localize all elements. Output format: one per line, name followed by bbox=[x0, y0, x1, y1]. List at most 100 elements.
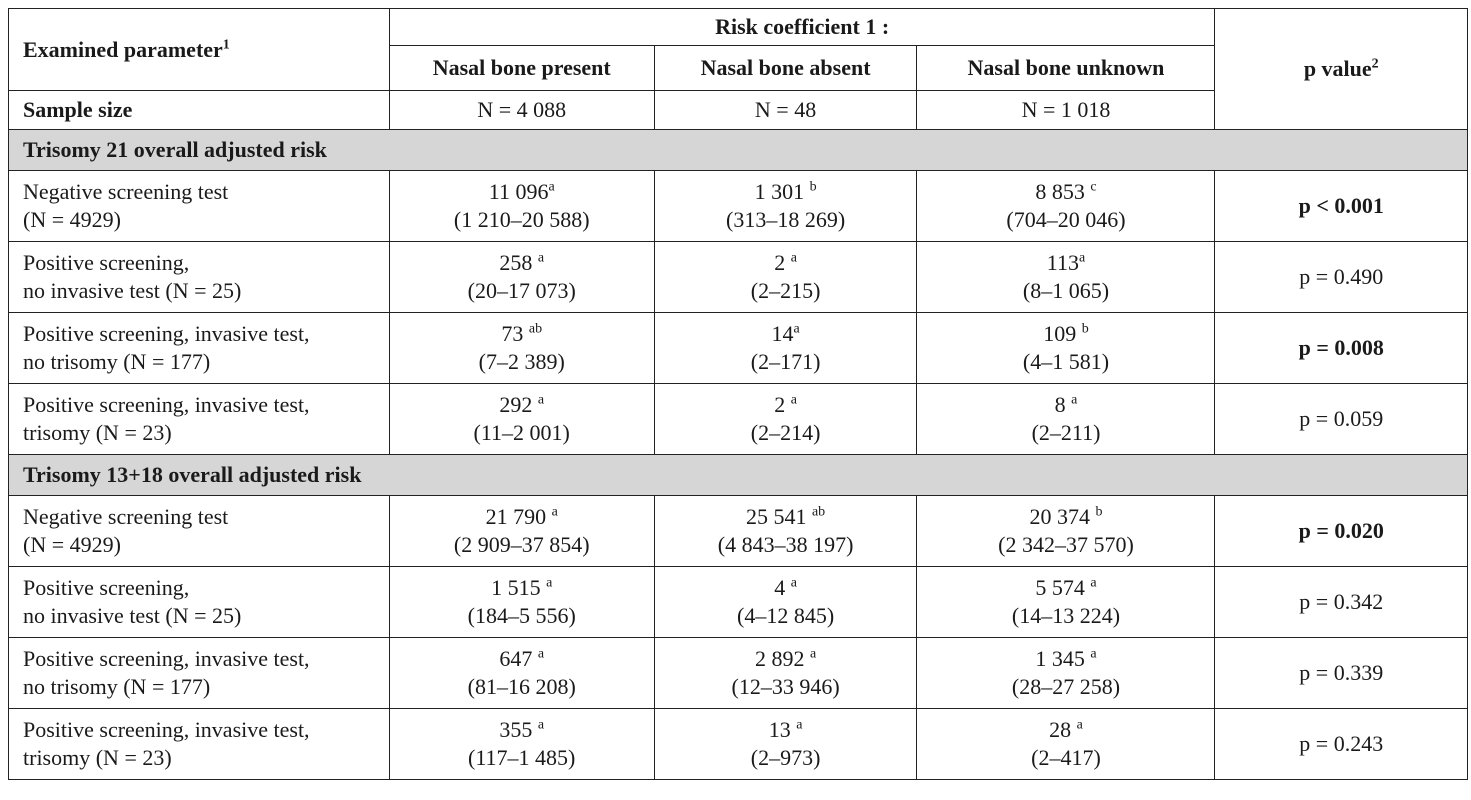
nasal-bone-unknown-cell: 5 574 a (14–13 224) bbox=[916, 566, 1216, 638]
significance-letter: a bbox=[551, 504, 558, 520]
risk-value: 2 a bbox=[774, 250, 797, 275]
risk-range: (2 909–37 854) bbox=[453, 532, 590, 557]
row-label: Positive screening, invasive test, no tri… bbox=[8, 637, 390, 709]
risk-range: (2 342–37 570) bbox=[998, 532, 1134, 557]
risk-value: 14a bbox=[771, 321, 800, 346]
nasal-bone-absent-cell: 1 301 b (313–18 269) bbox=[653, 170, 918, 242]
footnote-2: 2 bbox=[1371, 56, 1379, 72]
significance-letter: a bbox=[1071, 392, 1078, 408]
significance-letter: a bbox=[790, 250, 797, 266]
risk-range: (313–18 269) bbox=[726, 207, 846, 232]
nasal-bone-present-cell: 647 a (81–16 208) bbox=[388, 637, 655, 709]
risk-value: 4 a bbox=[774, 575, 797, 600]
row-label-line-1: Positive screening, invasive test, bbox=[23, 717, 310, 742]
significance-letter: a bbox=[537, 250, 545, 266]
nasal-bone-absent-header: Nasal bone absent bbox=[653, 45, 918, 91]
table-body: Trisomy 21 overall adjusted risk Negative… bbox=[8, 129, 1468, 780]
nasal-bone-unknown-cell: 113a (8–1 065) bbox=[916, 241, 1216, 313]
nasal-bone-present-cell: 1 515 a (184–5 556) bbox=[388, 566, 655, 638]
risk-value: 2 892 a bbox=[754, 646, 817, 671]
nasal-bone-present-cell: 73 ab (7–2 389) bbox=[388, 312, 655, 384]
nasal-bone-unknown-cell: 8 853 c (704–20 046) bbox=[916, 170, 1216, 242]
nasal-bone-unknown-cell: 8 a (2–211) bbox=[916, 383, 1216, 455]
risk-range: (184–5 556) bbox=[467, 603, 576, 628]
risk-range: (4–12 845) bbox=[737, 603, 835, 628]
sample-size-present: N = 4 088 bbox=[388, 90, 655, 130]
nasal-bone-present-cell: 11 096a (1 210–20 588) bbox=[388, 170, 655, 242]
risk-coefficient-header: Risk coefficient 1 : bbox=[388, 8, 1216, 46]
risk-value: 8 a bbox=[1054, 392, 1078, 417]
section-header-row: Trisomy 21 overall adjusted risk bbox=[8, 129, 1468, 171]
risk-range: (1 210–20 588) bbox=[453, 207, 590, 232]
risk-range: (2–417) bbox=[1031, 745, 1101, 770]
row-label: Positive screening, no invasive test (N =… bbox=[8, 566, 390, 638]
risk-value: 28 a bbox=[1049, 717, 1083, 742]
risk-value: 355 a bbox=[499, 717, 545, 742]
p-value-cell: p = 0.059 bbox=[1214, 383, 1468, 455]
risk-value: 73 ab bbox=[501, 321, 543, 346]
significance-letter: a bbox=[790, 392, 797, 408]
table-row: Positive screening, no invasive test (N =… bbox=[8, 241, 1468, 313]
nasal-bone-absent-cell: 13 a (2–973) bbox=[653, 708, 918, 780]
row-label: Negative screening test (N = 4929) bbox=[8, 170, 390, 242]
risk-value: 1 515 a bbox=[491, 575, 553, 600]
table-row: Positive screening, invasive test, no tri… bbox=[8, 312, 1468, 384]
nasal-bone-present-cell: 292 a (11–2 001) bbox=[388, 383, 655, 455]
risk-coefficient-table: Examined parameter1 Risk coefficient 1 :… bbox=[8, 8, 1468, 780]
risk-range: (2–215) bbox=[750, 278, 821, 303]
p-value-cell: p = 0.243 bbox=[1214, 708, 1468, 780]
significance-letter: a bbox=[1090, 646, 1097, 662]
table-row: Positive screening, invasive test, trisom… bbox=[8, 383, 1468, 455]
p-value-cell: p < 0.001 bbox=[1214, 170, 1468, 242]
risk-value: 20 374 b bbox=[1029, 504, 1103, 529]
nasal-bone-absent-cell: 4 a (4–12 845) bbox=[653, 566, 918, 638]
risk-value: 21 790 a bbox=[485, 504, 558, 529]
significance-letter: b bbox=[809, 179, 817, 195]
row-label-line-2: trisomy (N = 23) bbox=[23, 745, 172, 770]
nasal-bone-unknown-cell: 28 a (2–417) bbox=[916, 708, 1216, 780]
risk-range: (2–214) bbox=[750, 420, 821, 445]
risk-value: 11 096a bbox=[488, 179, 555, 204]
risk-value: 1 345 a bbox=[1035, 646, 1097, 671]
row-label: Negative screening test (N = 4929) bbox=[8, 495, 390, 567]
row-label-line-2: no trisomy (N = 177) bbox=[23, 674, 211, 699]
row-label: Positive screening, invasive test, trisom… bbox=[8, 383, 390, 455]
significance-letter: b bbox=[1095, 504, 1103, 520]
risk-range: (20–17 073) bbox=[467, 278, 576, 303]
risk-range: (4 843–38 197) bbox=[717, 532, 854, 557]
nasal-bone-present-header: Nasal bone present bbox=[388, 45, 655, 91]
significance-letter: a bbox=[1090, 575, 1097, 591]
significance-letter: a bbox=[537, 392, 545, 408]
risk-range: (81–16 208) bbox=[467, 674, 576, 699]
nasal-bone-present-cell: 21 790 a (2 909–37 854) bbox=[388, 495, 655, 567]
nasal-bone-unknown-cell: 1 345 a (28–27 258) bbox=[916, 637, 1216, 709]
row-label-line-2: no trisomy (N = 177) bbox=[23, 349, 211, 374]
risk-range: (11–2 001) bbox=[473, 420, 570, 445]
sample-size-absent: N = 48 bbox=[653, 90, 918, 130]
nasal-bone-absent-cell: 2 a (2–214) bbox=[653, 383, 918, 455]
p-value-cell: p = 0.342 bbox=[1214, 566, 1468, 638]
nasal-bone-absent-cell: 14a (2–171) bbox=[653, 312, 918, 384]
significance-letter: ab bbox=[528, 321, 543, 337]
p-value-header: p value2 bbox=[1214, 8, 1468, 130]
table-row: Positive screening, invasive test, trisom… bbox=[8, 708, 1468, 780]
significance-letter: a bbox=[793, 321, 800, 337]
risk-value: 13 a bbox=[768, 717, 803, 742]
risk-value: 292 a bbox=[499, 392, 545, 417]
row-label-line-1: Positive screening, bbox=[23, 575, 190, 600]
significance-letter: a bbox=[546, 575, 553, 591]
row-label: Positive screening, invasive test, trisom… bbox=[8, 708, 390, 780]
row-label-line-2: (N = 4929) bbox=[23, 207, 121, 232]
risk-range: (8–1 065) bbox=[1022, 278, 1110, 303]
risk-range: (2–211) bbox=[1031, 420, 1101, 445]
risk-value: 1 301 b bbox=[754, 179, 817, 204]
risk-value: 8 853 c bbox=[1035, 179, 1097, 204]
nasal-bone-unknown-header: Nasal bone unknown bbox=[916, 45, 1216, 91]
nasal-bone-absent-cell: 25 541 ab (4 843–38 197) bbox=[653, 495, 918, 567]
row-label-line-2: (N = 4929) bbox=[23, 532, 121, 557]
risk-value: 647 a bbox=[499, 646, 545, 671]
significance-letter: a bbox=[548, 179, 555, 195]
risk-value: 2 a bbox=[774, 392, 797, 417]
row-label-line-1: Positive screening, invasive test, bbox=[23, 392, 310, 417]
risk-range: (4–1 581) bbox=[1022, 349, 1110, 374]
